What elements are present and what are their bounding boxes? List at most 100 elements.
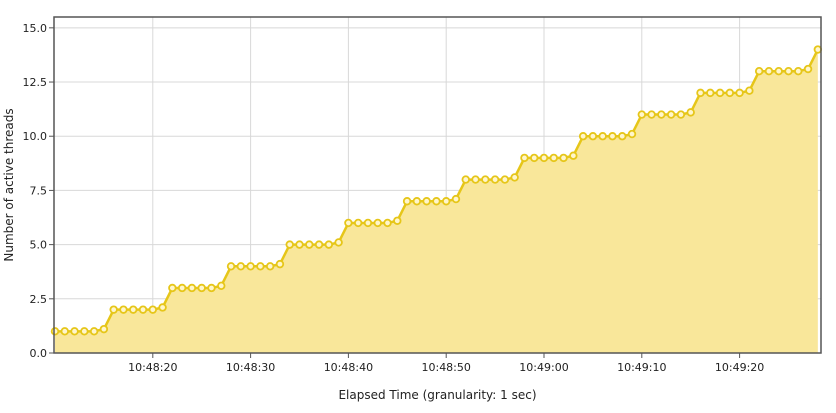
data-point: [539, 153, 549, 163]
data-point: [618, 132, 627, 141]
data-point: [774, 66, 783, 76]
data-point: [217, 281, 226, 290]
data-point: [256, 262, 265, 271]
data-point: [383, 218, 392, 228]
data-point: [70, 327, 79, 336]
data-point: [559, 153, 568, 163]
x-tick-label: 10:49:00: [519, 361, 568, 374]
data-point: [578, 132, 588, 141]
x-tick-label: 10:48:50: [421, 361, 470, 374]
data-point: [363, 218, 373, 228]
data-point: [50, 327, 60, 336]
data-point: [754, 66, 764, 76]
data-point: [119, 305, 128, 314]
data-point: [666, 110, 676, 119]
y-tick-label: 12.5: [23, 76, 48, 89]
data-point: [226, 262, 236, 271]
data-point: [177, 283, 187, 293]
data-point: [432, 197, 441, 206]
y-tick-label: 5.0: [30, 239, 48, 252]
data-point: [725, 88, 735, 98]
data-point: [207, 283, 216, 293]
data-point: [813, 45, 823, 54]
data-point: [608, 132, 617, 141]
data-point: [158, 303, 167, 312]
data-point: [168, 283, 177, 293]
data-point: [530, 153, 539, 163]
data-point: [305, 240, 314, 249]
data-point: [520, 153, 529, 163]
data-point: [510, 173, 519, 182]
data-point: [696, 88, 705, 98]
data-point: [803, 64, 813, 74]
data-point: [647, 110, 656, 119]
data-point: [500, 175, 510, 184]
x-tick-label: 10:48:40: [324, 361, 373, 374]
data-point: [598, 132, 607, 141]
data-point: [627, 129, 637, 139]
data-point: [451, 194, 461, 204]
data-point: [275, 259, 285, 269]
x-tick-label: 10:48:20: [128, 361, 177, 374]
plot-frame: [53, 16, 822, 354]
data-point: [490, 175, 500, 184]
data-point: [461, 175, 470, 184]
x-tick-label: 10:49:20: [715, 361, 764, 374]
x-axis-ticks: 10:48:20 10:48:30 10:48:40 10:48:50 10:49:00…: [128, 353, 764, 374]
data-point: [784, 66, 793, 76]
data-point: [314, 240, 324, 249]
data-point: [422, 197, 431, 206]
data-point: [549, 153, 558, 163]
data-point: [285, 240, 294, 249]
data-point: [236, 262, 246, 271]
data-point: [657, 110, 666, 119]
data-point: [676, 110, 686, 119]
y-axis-title: Number of active threads: [2, 108, 16, 261]
data-point: [109, 305, 118, 314]
data-point: [60, 327, 69, 336]
y-tick-label: 2.5: [30, 293, 48, 306]
data-point: [129, 305, 138, 314]
y-axis-ticks: 0.0 2.5 5.0 7.5 10.0 12.5 15.0: [23, 22, 54, 360]
data-point: [246, 262, 255, 271]
data-point: [138, 305, 148, 314]
data-point: [412, 197, 422, 206]
data-point: [794, 66, 803, 76]
data-point: [393, 216, 402, 225]
x-tick-label: 10:48:30: [226, 361, 275, 374]
y-tick-label: 7.5: [30, 184, 48, 197]
data-point: [353, 218, 363, 228]
data-point: [588, 132, 598, 141]
data-point: [80, 327, 89, 336]
data-point: [99, 324, 109, 334]
data-point: [569, 151, 578, 160]
y-tick-label: 15.0: [23, 22, 48, 35]
data-point: [735, 88, 744, 98]
data-point: [334, 238, 343, 247]
data-point: [764, 66, 774, 76]
data-point: [402, 197, 412, 206]
data-point: [197, 283, 206, 293]
data-point: [745, 86, 754, 95]
data-point: [637, 110, 646, 119]
x-tick-label: 10:49:10: [617, 361, 666, 374]
data-point: [442, 197, 451, 206]
data-point: [373, 218, 382, 228]
data-point: [148, 305, 157, 314]
data-point: [187, 283, 197, 293]
data-point: [715, 88, 725, 98]
data-point: [471, 175, 480, 184]
data-point: [324, 240, 334, 249]
data-point: [686, 108, 695, 117]
x-axis-title: Elapsed Time (granularity: 1 sec): [338, 388, 536, 402]
data-point: [295, 240, 304, 249]
y-tick-label: 10.0: [23, 130, 48, 143]
data-point: [706, 88, 715, 98]
y-tick-label: 0.0: [30, 347, 48, 360]
data-point: [344, 218, 353, 228]
data-point: [89, 327, 99, 336]
data-point: [265, 262, 275, 271]
data-points: [50, 45, 823, 336]
data-point: [481, 175, 490, 184]
